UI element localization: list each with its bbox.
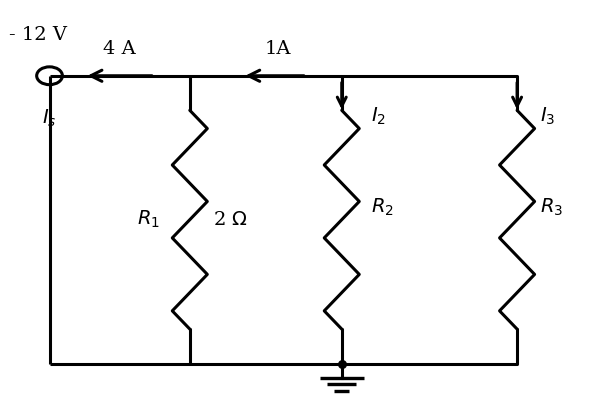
Text: $R_3$: $R_3$ [540, 197, 563, 218]
Text: $I_s$: $I_s$ [42, 108, 57, 129]
Text: $I_3$: $I_3$ [540, 106, 556, 127]
Text: 2 $\Omega$: 2 $\Omega$ [214, 211, 248, 229]
Text: - 12 V: - 12 V [9, 26, 67, 44]
Text: $I_2$: $I_2$ [371, 106, 386, 127]
Text: 4 A: 4 A [103, 40, 136, 58]
Text: 1A: 1A [264, 40, 291, 58]
Text: $R_2$: $R_2$ [371, 197, 394, 218]
Text: $R_1$: $R_1$ [137, 209, 160, 230]
